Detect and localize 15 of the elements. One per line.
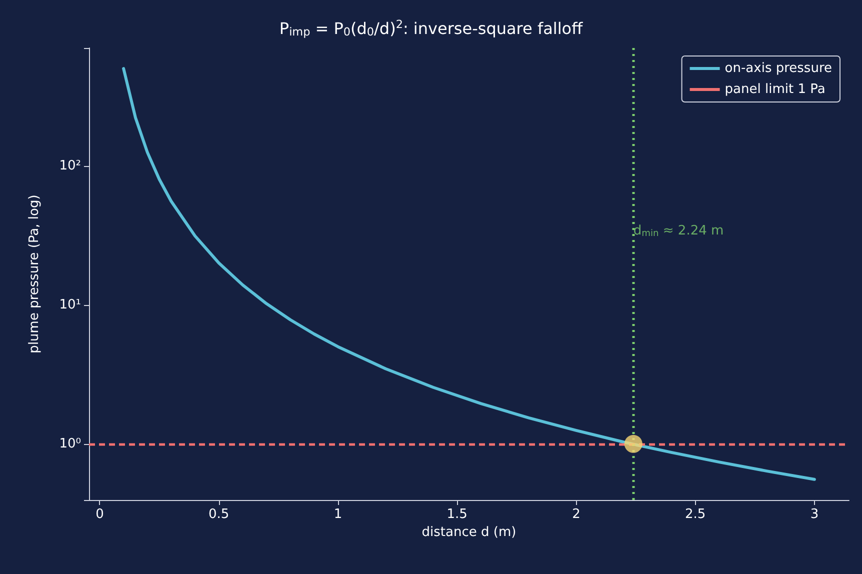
- x-tick-label: 0: [96, 507, 104, 522]
- x-tick-label: 1: [334, 507, 342, 522]
- x-tick-label: 3: [810, 507, 819, 522]
- x-tick-label: 2.5: [684, 507, 706, 522]
- y-tick-label: 10⁰: [59, 436, 81, 452]
- y-axis-title: plume pressure (Pa, log): [27, 194, 42, 354]
- legend-label: panel limit 1 Pa: [724, 82, 826, 97]
- x-tick-label: 2: [572, 507, 580, 522]
- x-tick-label: 0.5: [208, 507, 230, 522]
- y-tick-label: 10¹: [59, 297, 81, 312]
- legend-label: on-axis pressure: [724, 61, 832, 76]
- x-tick-label: 1.5: [446, 507, 468, 522]
- x-axis-title: distance d (m): [422, 525, 516, 540]
- annotation: dmin ≈ 2.24 m: [633, 223, 724, 239]
- y-tick-label: 10²: [59, 158, 81, 174]
